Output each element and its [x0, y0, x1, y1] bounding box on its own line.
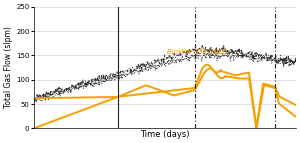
Y-axis label: Total Gas Flow (slpm): Total Gas Flow (slpm) [4, 27, 13, 109]
Text: Biostat STR 2000: Biostat STR 2000 [167, 49, 227, 55]
X-axis label: Time (days): Time (days) [140, 130, 190, 139]
